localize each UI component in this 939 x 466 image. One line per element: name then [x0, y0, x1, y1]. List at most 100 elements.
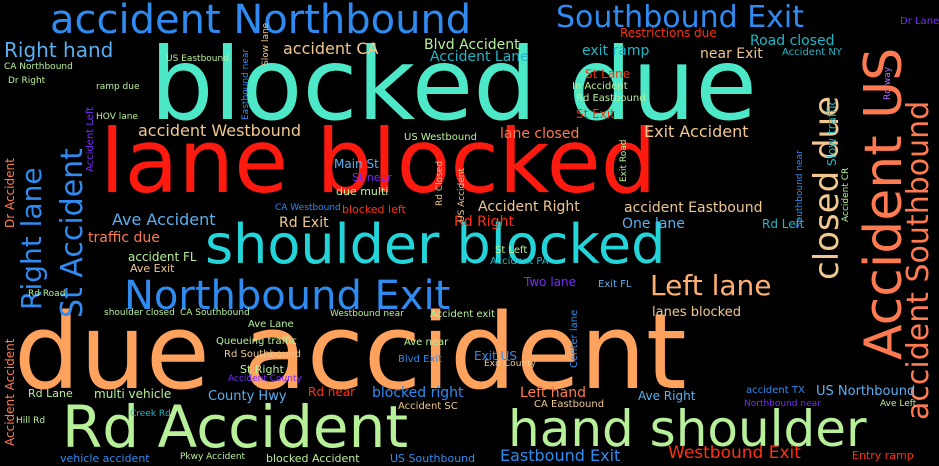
word: Rd near — [308, 385, 356, 399]
word: traffic due — [88, 230, 160, 246]
word: Dr Accident — [3, 158, 17, 228]
word: shoulder blocked — [205, 213, 666, 276]
word: Westbound Exit — [668, 443, 801, 463]
word: Road closed — [750, 33, 835, 49]
word: One lane — [622, 216, 685, 232]
word: Eastbound near — [241, 48, 251, 120]
word: lane blocked — [100, 110, 657, 213]
word: vehicle accident — [60, 452, 150, 465]
word: US Eastbound — [166, 54, 229, 64]
word: Accident Left — [85, 106, 96, 172]
word: Right hand — [4, 38, 114, 62]
word: US Northbound — [816, 384, 916, 399]
word: Accident PA — [490, 256, 549, 267]
word: Pkwy Accident — [180, 452, 246, 462]
word: St Right — [240, 363, 284, 376]
word: Westbound near — [330, 309, 404, 319]
word: Center lane — [569, 309, 580, 368]
word: Rd Right — [454, 214, 514, 230]
word: Northbound Exit — [124, 273, 451, 319]
word: Ave Exit — [130, 262, 175, 275]
word: lanes blocked — [652, 305, 742, 320]
word: near Exit — [700, 46, 763, 62]
word: Dr Right — [8, 76, 46, 86]
word: Exit US — [474, 349, 517, 363]
word: exit ramp — [582, 43, 650, 59]
word: St Lane — [585, 67, 631, 81]
word: accident TX — [746, 385, 805, 396]
word: Blvd Exit — [398, 354, 443, 365]
word: St near — [352, 171, 392, 184]
word: US Accident — [457, 167, 467, 222]
word: Ave Left — [880, 399, 917, 409]
word: accident Northbound — [50, 0, 472, 43]
word: Restrictions due — [620, 26, 717, 40]
word: Accident Lane — [430, 49, 529, 65]
word: Rd Closed — [435, 160, 445, 206]
word: blocked due — [150, 26, 757, 143]
word: multi vehicle — [94, 387, 172, 401]
word: US Westbound — [404, 132, 477, 143]
word: County Hwy — [208, 389, 287, 404]
word: Exit Accident — [644, 122, 749, 141]
word: Rd Eastbound — [576, 93, 646, 104]
word: St Left — [495, 245, 528, 256]
word: Rd Road — [28, 289, 66, 299]
word: Left hand — [520, 385, 587, 401]
word: Rd way — [883, 66, 893, 100]
word: Ave Right — [638, 389, 696, 403]
word: US Southbound — [390, 452, 476, 465]
word: Eastbound Exit — [500, 446, 621, 465]
word: Accident CR — [841, 167, 851, 222]
word: CA Northbound — [4, 62, 73, 72]
word: Rd Lane — [28, 387, 73, 400]
word: Accident County — [228, 374, 302, 384]
word: due accident — [14, 291, 687, 413]
word: accident CA — [283, 39, 379, 58]
word: lane closed — [500, 126, 580, 142]
word: blocked right — [372, 385, 464, 401]
word: Queueing traffic — [216, 336, 297, 347]
word: accident FL — [128, 250, 197, 264]
word: due multi — [336, 185, 389, 198]
word: CA Westbound — [275, 203, 341, 213]
word: Left lane — [650, 269, 772, 302]
word: accident Westbound — [138, 121, 302, 140]
word: HOV lane — [96, 112, 138, 122]
word: In Accident — [572, 81, 628, 92]
word: Slow lane — [261, 22, 271, 66]
word: Ave Accident — [112, 210, 216, 229]
word: Rd Southbound — [224, 349, 302, 360]
word: Blvd Accident — [424, 37, 520, 53]
word: Ave Lane — [248, 319, 294, 330]
word: Southbound Exit — [556, 0, 804, 35]
word: blocked Accident — [266, 452, 360, 465]
word: Exit Road — [619, 139, 629, 183]
word: Exit FL — [598, 279, 632, 290]
word: accident Southbound — [901, 100, 936, 420]
word: Exit County — [484, 359, 536, 369]
word: shoulder closed — [104, 308, 175, 318]
word: Northbound near — [744, 399, 821, 409]
word: St Exit — [576, 107, 615, 121]
word: Accident Accident — [3, 338, 17, 447]
word: Accident Right — [478, 199, 580, 215]
word: Rd Exit — [279, 215, 329, 231]
word: Rd Accident — [62, 393, 409, 461]
word: Hill Rd — [16, 416, 46, 426]
word: Slow traffic — [825, 98, 839, 166]
word: Ave near — [404, 337, 449, 348]
word: Rd Left — [762, 217, 805, 231]
word: ramp due — [96, 82, 140, 92]
word: Southbound near — [795, 150, 805, 228]
word: Accident NY — [782, 47, 842, 58]
word: CA Eastbound — [534, 399, 605, 410]
word: Creek Rd — [130, 409, 171, 419]
word: blocked left — [342, 203, 406, 216]
word: Main St — [334, 157, 379, 171]
word: accident Eastbound — [624, 200, 763, 216]
word: Accident exit — [430, 309, 495, 320]
word: Dr Lane — [900, 16, 939, 27]
word: Accident SC — [398, 401, 458, 412]
